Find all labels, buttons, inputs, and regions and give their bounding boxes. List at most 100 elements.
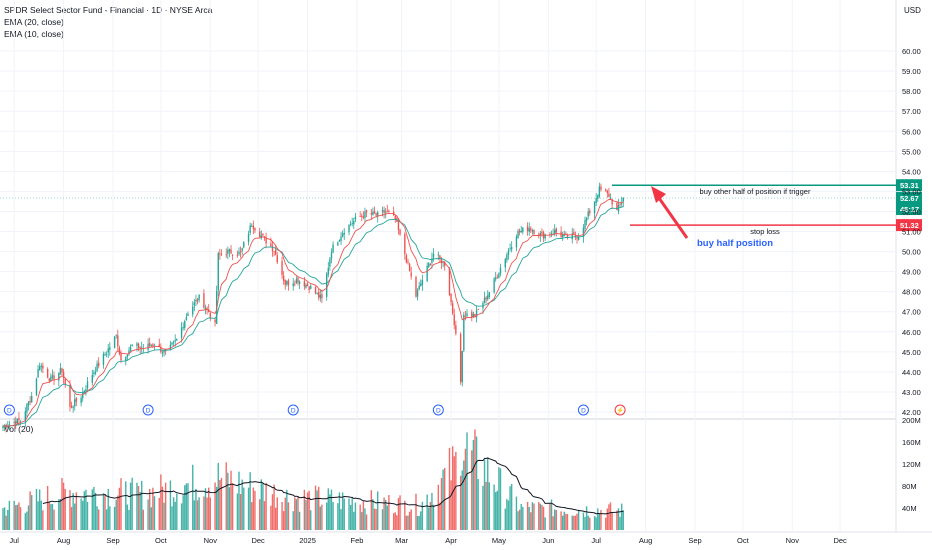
candle-body [443,261,446,266]
candle-body [595,198,597,203]
candle-body [26,404,28,413]
candle-body [184,320,186,328]
volume-bar [62,482,65,530]
volume-bar [420,511,422,530]
candle-body [118,347,121,354]
volume-bar [5,515,7,530]
volume-bar [605,517,607,530]
volume-legend[interactable]: Vol (20) [4,424,34,434]
time-tick-label: Sep [688,536,701,545]
candle-body [388,210,390,213]
candle-body [459,334,462,382]
candle-body [464,315,467,317]
candle-body [353,220,355,225]
candle-body [231,254,234,256]
volume-bar [451,446,454,530]
candle-body [319,294,322,299]
price-tick-label: 51.00 [902,228,921,237]
volume-bar [475,436,478,530]
candle-body [115,334,117,336]
candle-body [281,261,283,275]
candle-body [58,373,60,381]
volume-bar [394,512,396,530]
candle-body [141,347,143,349]
volume-bar [74,503,76,530]
volume-bar [169,480,172,530]
candle-body [418,285,420,290]
volume-bar [585,506,588,530]
candle-body [348,224,350,233]
candle-body [259,231,261,237]
volume-bar [75,492,78,530]
candle-body [365,210,368,213]
candle-body [337,242,339,246]
candle-body [243,242,245,248]
ema20-legend[interactable]: EMA (20, close) [4,17,64,27]
candle-body [273,251,275,252]
volume-bar [510,483,513,530]
candle-body [8,424,11,426]
candle-body [196,299,199,302]
volume-bar [386,505,388,530]
candle-body [19,420,22,422]
candle-body [18,418,20,420]
ema10-line [2,198,624,427]
trigger-badge: 53.31 [900,181,919,190]
volume-bar [338,492,341,530]
volume-bar [359,504,361,530]
time-tick-label: Sep [106,536,119,545]
volume-bar [249,472,251,530]
volume-bars [2,429,624,530]
candle-body [539,232,542,236]
volume-bar [561,515,564,530]
volume-bar [117,495,119,530]
volume-bar [209,497,211,530]
candle-body [474,313,476,318]
volume-bar [243,487,245,530]
candle-body [85,388,87,392]
ema10-legend[interactable]: EMA (10, close) [4,29,64,39]
event-markers: D D D D D ⚡ [3,404,626,416]
candle-body [150,345,152,347]
volume-bar [354,502,357,530]
currency-label[interactable]: USD [904,6,921,15]
candle-body [428,263,430,268]
volume-bar [448,447,451,530]
volume-bar [142,509,145,530]
volume-bar [318,486,320,530]
volume-bar [217,462,219,530]
price-tick-label: 45.00 [902,348,921,357]
trigger-note: buy other half of position if trigger [700,187,811,196]
candle-body [249,225,251,233]
volume-bar [254,490,256,530]
volume-bar [471,450,473,530]
volume-bar [38,489,41,530]
candle-body [531,230,534,232]
volume-bar [407,515,409,530]
volume-bar [554,509,556,530]
volume-bar [384,499,387,530]
candle-body [284,279,286,286]
candle-body [327,267,329,275]
volume-bar [270,505,272,530]
volume-bar [259,499,261,530]
time-tick-label: Apr [445,536,457,545]
volume-bar [2,508,4,530]
candle-body [506,254,508,261]
marker-label: D [436,408,441,415]
dividend-marker [287,404,299,416]
volume-bar [220,477,223,530]
volume-bar [147,499,149,530]
volume-bar [577,509,580,530]
volume-bar [281,502,283,530]
candle-body [554,229,556,234]
volume-bar [587,515,589,530]
volume-bar [530,512,532,530]
candle-body [528,228,530,232]
volume-bar [118,487,121,530]
candle-body [169,344,172,351]
candle-body [329,258,331,267]
candle-body [104,354,106,356]
volume-bar [600,509,602,530]
